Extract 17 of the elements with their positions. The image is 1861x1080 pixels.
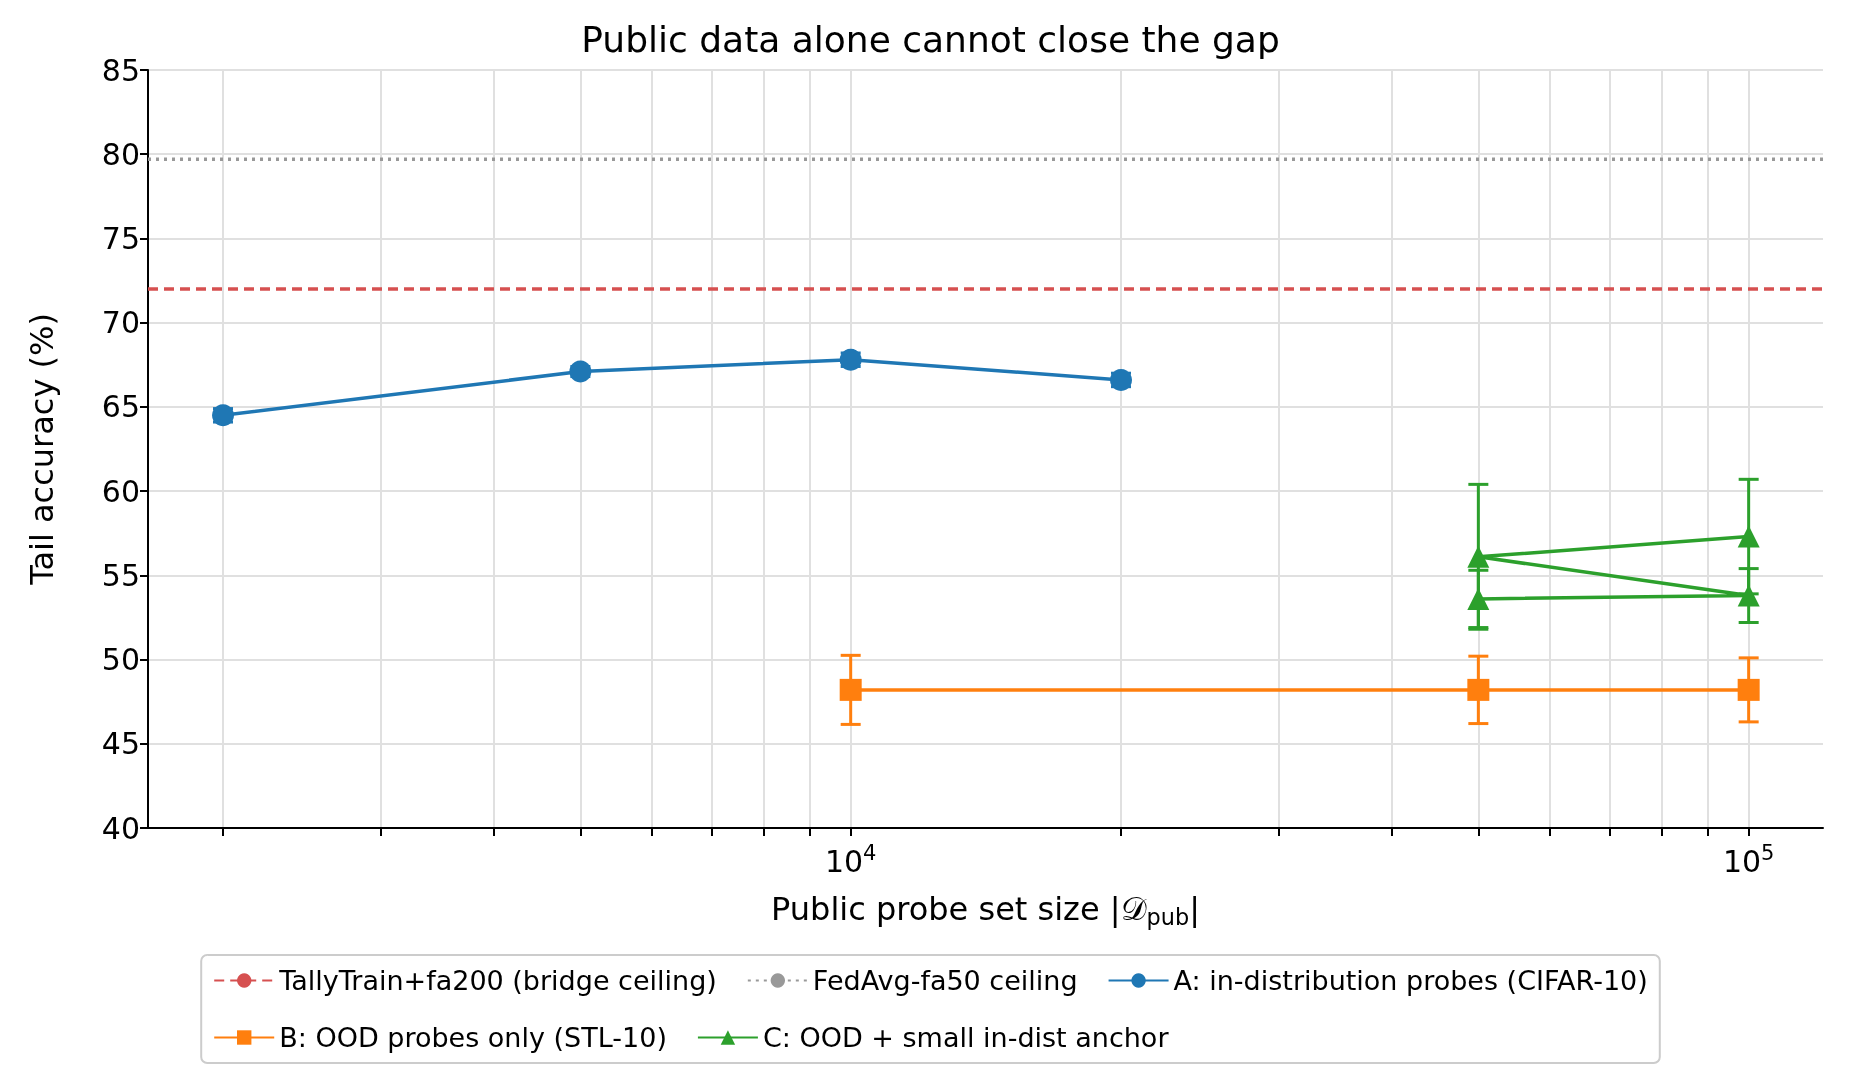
y-tick-label: 65 <box>101 389 140 425</box>
y-tick-label: 80 <box>101 136 140 172</box>
y-tick-label: 85 <box>101 52 140 88</box>
legend-label: A: in-distribution probes (CIFAR-10) <box>1173 965 1648 996</box>
y-tick-label: 50 <box>101 642 140 678</box>
legend-label: C: OOD + small in-dist anchor <box>762 1022 1170 1053</box>
y-tick-label: 75 <box>101 220 140 256</box>
legend-label: B: OOD probes only (STL-10) <box>279 1022 667 1053</box>
y-tick-label: 40 <box>101 810 140 846</box>
y-axis-title: Tail accuracy (%) <box>23 313 61 586</box>
y-tick-label: 45 <box>101 726 140 762</box>
legend-label: TallyTrain+fa200 (bridge ceiling) <box>278 965 717 996</box>
y-tick-label: 55 <box>101 557 140 593</box>
legend-label: FedAvg-fa50 ceiling <box>812 965 1078 996</box>
chart-title: Public data alone cannot close the gap <box>581 18 1280 60</box>
y-tick-label: 60 <box>101 473 140 509</box>
y-tick-label: 70 <box>101 305 140 341</box>
